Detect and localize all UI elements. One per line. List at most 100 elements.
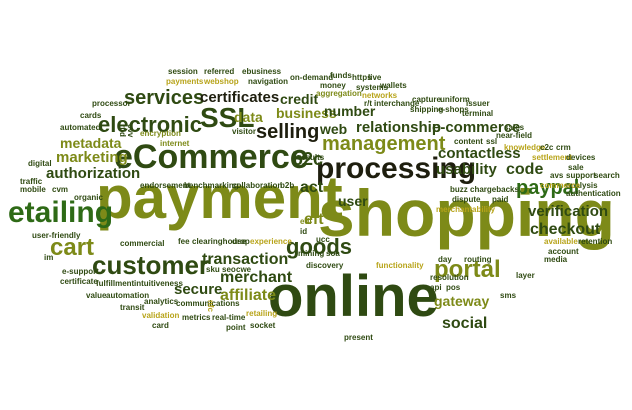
word-online: online <box>268 264 439 329</box>
word-user: user <box>338 193 368 209</box>
word-rfid: rfid <box>118 124 127 137</box>
word-seo: seo <box>222 265 236 274</box>
word-buzz: buzz <box>450 185 468 194</box>
word-web: web <box>320 121 348 137</box>
word-im: im <box>44 253 54 262</box>
word-api: api <box>430 283 442 292</box>
word-commercial: commercial <box>120 239 165 248</box>
word-authentication: authentication <box>566 189 621 198</box>
word-encryption: encryption <box>140 129 181 138</box>
word-issuer: issuer <box>466 99 490 108</box>
word-cvm: cvm <box>52 185 69 194</box>
word-search: search <box>594 171 620 180</box>
word-credit: credit <box>280 91 319 107</box>
word-commerce: commerce <box>540 181 581 190</box>
word-communications: communications <box>176 299 240 308</box>
word-sales: sales <box>504 123 525 132</box>
word-payments: payments <box>166 77 204 86</box>
word-e-support: e-support <box>62 267 99 276</box>
word-checkout: checkout <box>530 221 601 238</box>
word-intuitiveness: intuitiveness <box>134 279 183 288</box>
word-user-friendly: user-friendly <box>32 231 81 240</box>
word-terminal: terminal <box>462 109 494 118</box>
word-retention: retention <box>578 237 613 246</box>
word-fulfillment: fulfillment <box>96 279 135 288</box>
word-number: number <box>324 103 376 119</box>
word-e-shops: e-shops <box>438 105 469 114</box>
word-benchmarking: benchmarking <box>184 181 239 190</box>
word-cvv: cvv <box>126 124 135 138</box>
word-collaboration: collaboration <box>232 181 283 190</box>
word-ssl: SSL <box>200 102 255 133</box>
word-interchange: interchange <box>374 99 420 108</box>
word-uniform: uniform <box>440 95 470 104</box>
word-services: services <box>124 87 205 109</box>
word-automation: automation <box>106 291 150 300</box>
word-support: support <box>566 171 596 180</box>
word-sku: sku <box>206 265 220 274</box>
word-ucc: ucc <box>316 235 330 244</box>
word-https: https <box>352 73 372 82</box>
word-crm: crm <box>556 143 571 152</box>
word-day: day <box>438 255 452 264</box>
word-marketing: marketing <box>56 149 128 166</box>
word-goods: goods <box>286 234 352 259</box>
word-transit: transit <box>120 303 145 312</box>
word-data: data <box>234 109 263 125</box>
word-edi: edi <box>300 217 312 226</box>
word-contactless: contactless <box>438 145 521 162</box>
word-processing: processing <box>316 152 477 185</box>
word-c2c: c2c <box>540 143 554 152</box>
word-analytics: analytics <box>144 297 179 306</box>
word-management: management <box>322 133 446 155</box>
word-internet: internet <box>160 139 190 148</box>
word-shipping: shipping <box>410 105 444 114</box>
word-merchantability: merchantability <box>436 205 496 214</box>
word-money: money <box>320 81 346 90</box>
word-metrics: metrics <box>182 313 211 322</box>
word-card: card <box>152 321 169 330</box>
word-organic: organic <box>74 193 103 202</box>
word-discovery: discovery <box>306 261 344 270</box>
word-avs: avs <box>550 171 564 180</box>
word-ecommerce: eCommerce <box>114 138 309 176</box>
word-paypal: paypal <box>516 177 580 199</box>
word-payment: payment <box>96 164 343 231</box>
word-on-demand: on-demand <box>290 73 334 82</box>
word-verification: verification <box>528 203 609 220</box>
word-customer: customer <box>92 250 210 280</box>
word-traffic: traffic <box>20 177 43 186</box>
word-available: available <box>544 237 578 246</box>
word-layer: layer <box>516 271 535 280</box>
word-session: session <box>168 67 198 76</box>
word-soa: soa <box>326 249 340 258</box>
word-wallets: wallets <box>380 81 407 90</box>
word-business: business <box>276 105 337 121</box>
word-sms: sms <box>500 291 517 300</box>
word-validation: validation <box>142 311 180 320</box>
word-experience: experience <box>250 237 292 246</box>
word-transaction: transaction <box>202 251 289 268</box>
word-webshop: webshop <box>204 77 239 86</box>
word-b2b: b2b <box>280 181 295 190</box>
word-certificate: certificate <box>60 277 98 286</box>
word-usability: usability <box>436 161 497 178</box>
word-sale: sale <box>568 163 584 172</box>
word-eft: eft <box>304 211 324 228</box>
word-visitor: visitor <box>232 127 257 136</box>
word-secure: secure <box>174 281 223 298</box>
word-automated: automated <box>60 123 101 132</box>
word-socket: socket <box>250 321 276 330</box>
word-devices: devices <box>566 153 596 162</box>
word-cwe: cwe <box>236 265 252 274</box>
word-aggregation: aggregation <box>316 89 362 98</box>
word-clearinghouse: clearinghouse <box>192 237 247 246</box>
word-mining: mining <box>298 249 325 258</box>
word-capture: capture <box>412 95 441 104</box>
word-knowledge: knowledge <box>504 143 546 152</box>
word-paid: paid <box>492 195 509 204</box>
word-nfc: nfc <box>206 300 215 312</box>
word-etailing: etailing <box>8 196 114 229</box>
word-retailing: retailing <box>246 309 278 318</box>
word-near-field: near-field <box>496 131 533 140</box>
